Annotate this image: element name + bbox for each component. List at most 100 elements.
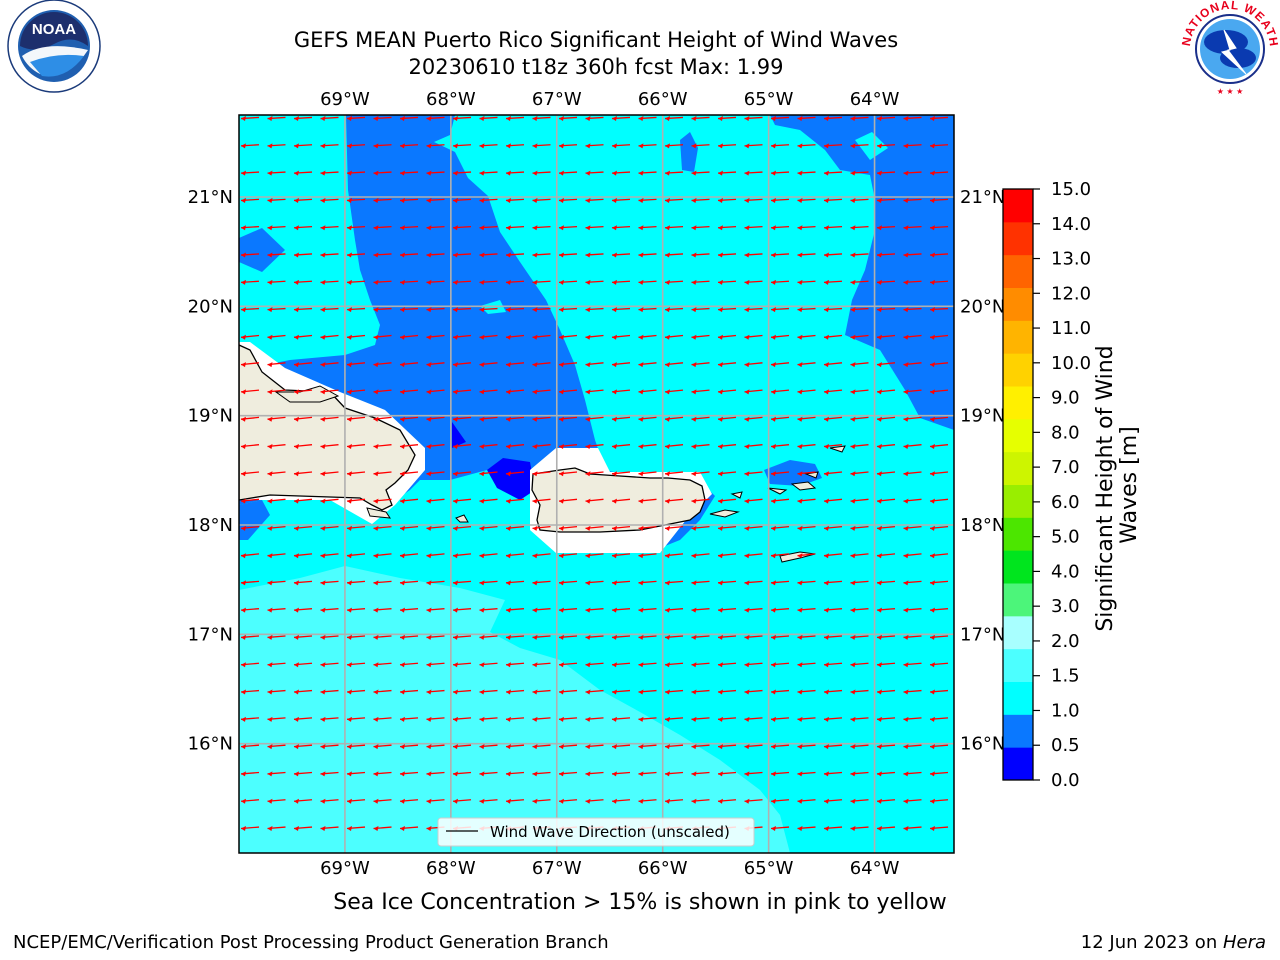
wave-direction-arrow xyxy=(452,362,472,368)
wave-direction-arrow xyxy=(664,143,684,149)
wave-direction-arrow xyxy=(691,362,710,368)
wave-direction-arrow xyxy=(903,826,922,832)
wave-direction-arrow xyxy=(611,225,631,231)
wave-direction-arrow xyxy=(346,225,366,231)
wave-direction-arrow xyxy=(876,252,896,258)
wave-direction-arrow xyxy=(346,744,366,750)
wave-direction-arrow xyxy=(664,416,684,422)
wave-direction-arrow xyxy=(585,279,604,285)
wave-direction-arrow xyxy=(558,116,578,122)
wave-direction-arrow xyxy=(717,389,737,395)
wave-direction-arrow xyxy=(558,389,578,395)
wave-direction-arrow xyxy=(717,662,737,668)
wave-direction-arrow xyxy=(399,116,419,122)
wave-direction-arrow xyxy=(558,143,578,149)
wave-direction-arrow xyxy=(691,744,710,750)
wave-direction-arrow xyxy=(876,416,896,422)
wave-direction-arrow xyxy=(346,416,366,422)
tick-label-lat-left: 20°N xyxy=(188,296,233,317)
wave-direction-arrow xyxy=(929,279,949,285)
wave-direction-arrow xyxy=(744,307,763,313)
wave-direction-arrow xyxy=(876,580,896,586)
wave-direction-arrow xyxy=(823,798,843,804)
wave-direction-arrow xyxy=(903,744,922,750)
wave-direction-arrow xyxy=(240,553,260,559)
wave-direction-arrow xyxy=(293,170,313,176)
wave-direction-arrow xyxy=(320,471,339,477)
wave-direction-arrow xyxy=(426,744,445,750)
wave-direction-arrow xyxy=(320,826,339,832)
wave-direction-arrow xyxy=(770,744,790,750)
wave-direction-arrow xyxy=(744,580,763,586)
wave-direction-arrow xyxy=(399,689,419,695)
wave-direction-arrow xyxy=(823,143,843,149)
wave-direction-arrow xyxy=(929,334,949,340)
wave-direction-arrow xyxy=(479,580,498,586)
wave-direction-arrow xyxy=(267,826,286,832)
wave-direction-arrow xyxy=(691,798,710,804)
wave-direction-arrow xyxy=(452,225,472,231)
wave-direction-arrow xyxy=(611,716,631,722)
wave-direction-arrow xyxy=(505,744,525,750)
wave-direction-arrow xyxy=(532,334,551,340)
wave-direction-arrow xyxy=(267,716,286,722)
wave-direction-arrow xyxy=(505,279,525,285)
colorbar-tick-label: 13.0 xyxy=(1051,249,1091,270)
wave-direction-arrow xyxy=(850,197,869,203)
wave-direction-arrow xyxy=(267,607,286,613)
wave-direction-arrow xyxy=(479,116,498,122)
wave-direction-arrow xyxy=(638,362,657,368)
wave-direction-arrow xyxy=(823,744,843,750)
wave-direction-arrow xyxy=(267,225,286,231)
wave-direction-arrow xyxy=(903,662,922,668)
wave-direction-arrow xyxy=(691,143,710,149)
tick-label-lon-top: 65°W xyxy=(744,89,794,110)
wave-direction-arrow xyxy=(717,279,737,285)
wave-direction-arrow xyxy=(638,744,657,750)
wave-direction-arrow xyxy=(505,771,525,777)
wave-direction-arrow xyxy=(452,553,472,559)
wave-direction-arrow xyxy=(452,607,472,613)
wave-direction-arrow xyxy=(850,689,869,695)
wave-direction-arrow xyxy=(611,744,631,750)
wave-direction-arrow xyxy=(717,471,737,477)
wave-direction-arrow xyxy=(929,143,949,149)
wave-direction-arrow xyxy=(744,444,763,449)
wave-direction-arrow xyxy=(267,634,286,640)
colorbar-tick-label: 10.0 xyxy=(1051,353,1091,374)
wave-direction-arrow xyxy=(876,525,896,531)
wave-direction-arrow xyxy=(558,279,578,285)
wave-direction-arrow xyxy=(797,170,816,176)
colorbar-segment xyxy=(1003,254,1033,288)
wave-direction-arrow xyxy=(399,143,419,149)
wave-direction-arrow xyxy=(664,525,684,531)
wave-direction-arrow xyxy=(373,252,392,258)
wave-direction-arrow xyxy=(876,771,896,777)
wave-direction-arrow xyxy=(717,197,737,203)
wave-direction-arrow xyxy=(929,416,949,422)
wave-direction-arrow xyxy=(850,471,869,477)
wave-direction-arrow xyxy=(320,580,339,586)
wave-direction-arrow xyxy=(532,634,551,640)
wave-direction-arrow xyxy=(426,334,445,340)
wave-direction-arrow xyxy=(479,716,498,722)
wave-direction-arrow xyxy=(452,307,472,313)
wave-direction-arrow xyxy=(399,307,419,313)
wave-direction-arrow xyxy=(903,143,922,149)
wave-direction-arrow xyxy=(770,170,790,176)
wave-direction-arrow xyxy=(664,580,684,586)
wave-direction-arrow xyxy=(320,607,339,613)
wave-direction-arrow xyxy=(240,362,260,368)
wave-direction-arrow xyxy=(797,607,816,613)
wave-direction-arrow xyxy=(346,279,366,285)
wave-direction-arrow xyxy=(399,634,419,640)
wave-direction-arrow xyxy=(558,744,578,750)
wave-direction-arrow xyxy=(585,197,604,203)
wave-direction-arrow xyxy=(399,334,419,340)
wave-direction-arrow xyxy=(346,580,366,586)
wave-direction-arrow xyxy=(638,525,657,531)
wave-direction-arrow xyxy=(320,362,339,368)
wave-direction-arrow xyxy=(611,607,631,613)
wave-direction-arrow xyxy=(479,416,498,422)
wave-direction-arrow xyxy=(929,771,949,777)
